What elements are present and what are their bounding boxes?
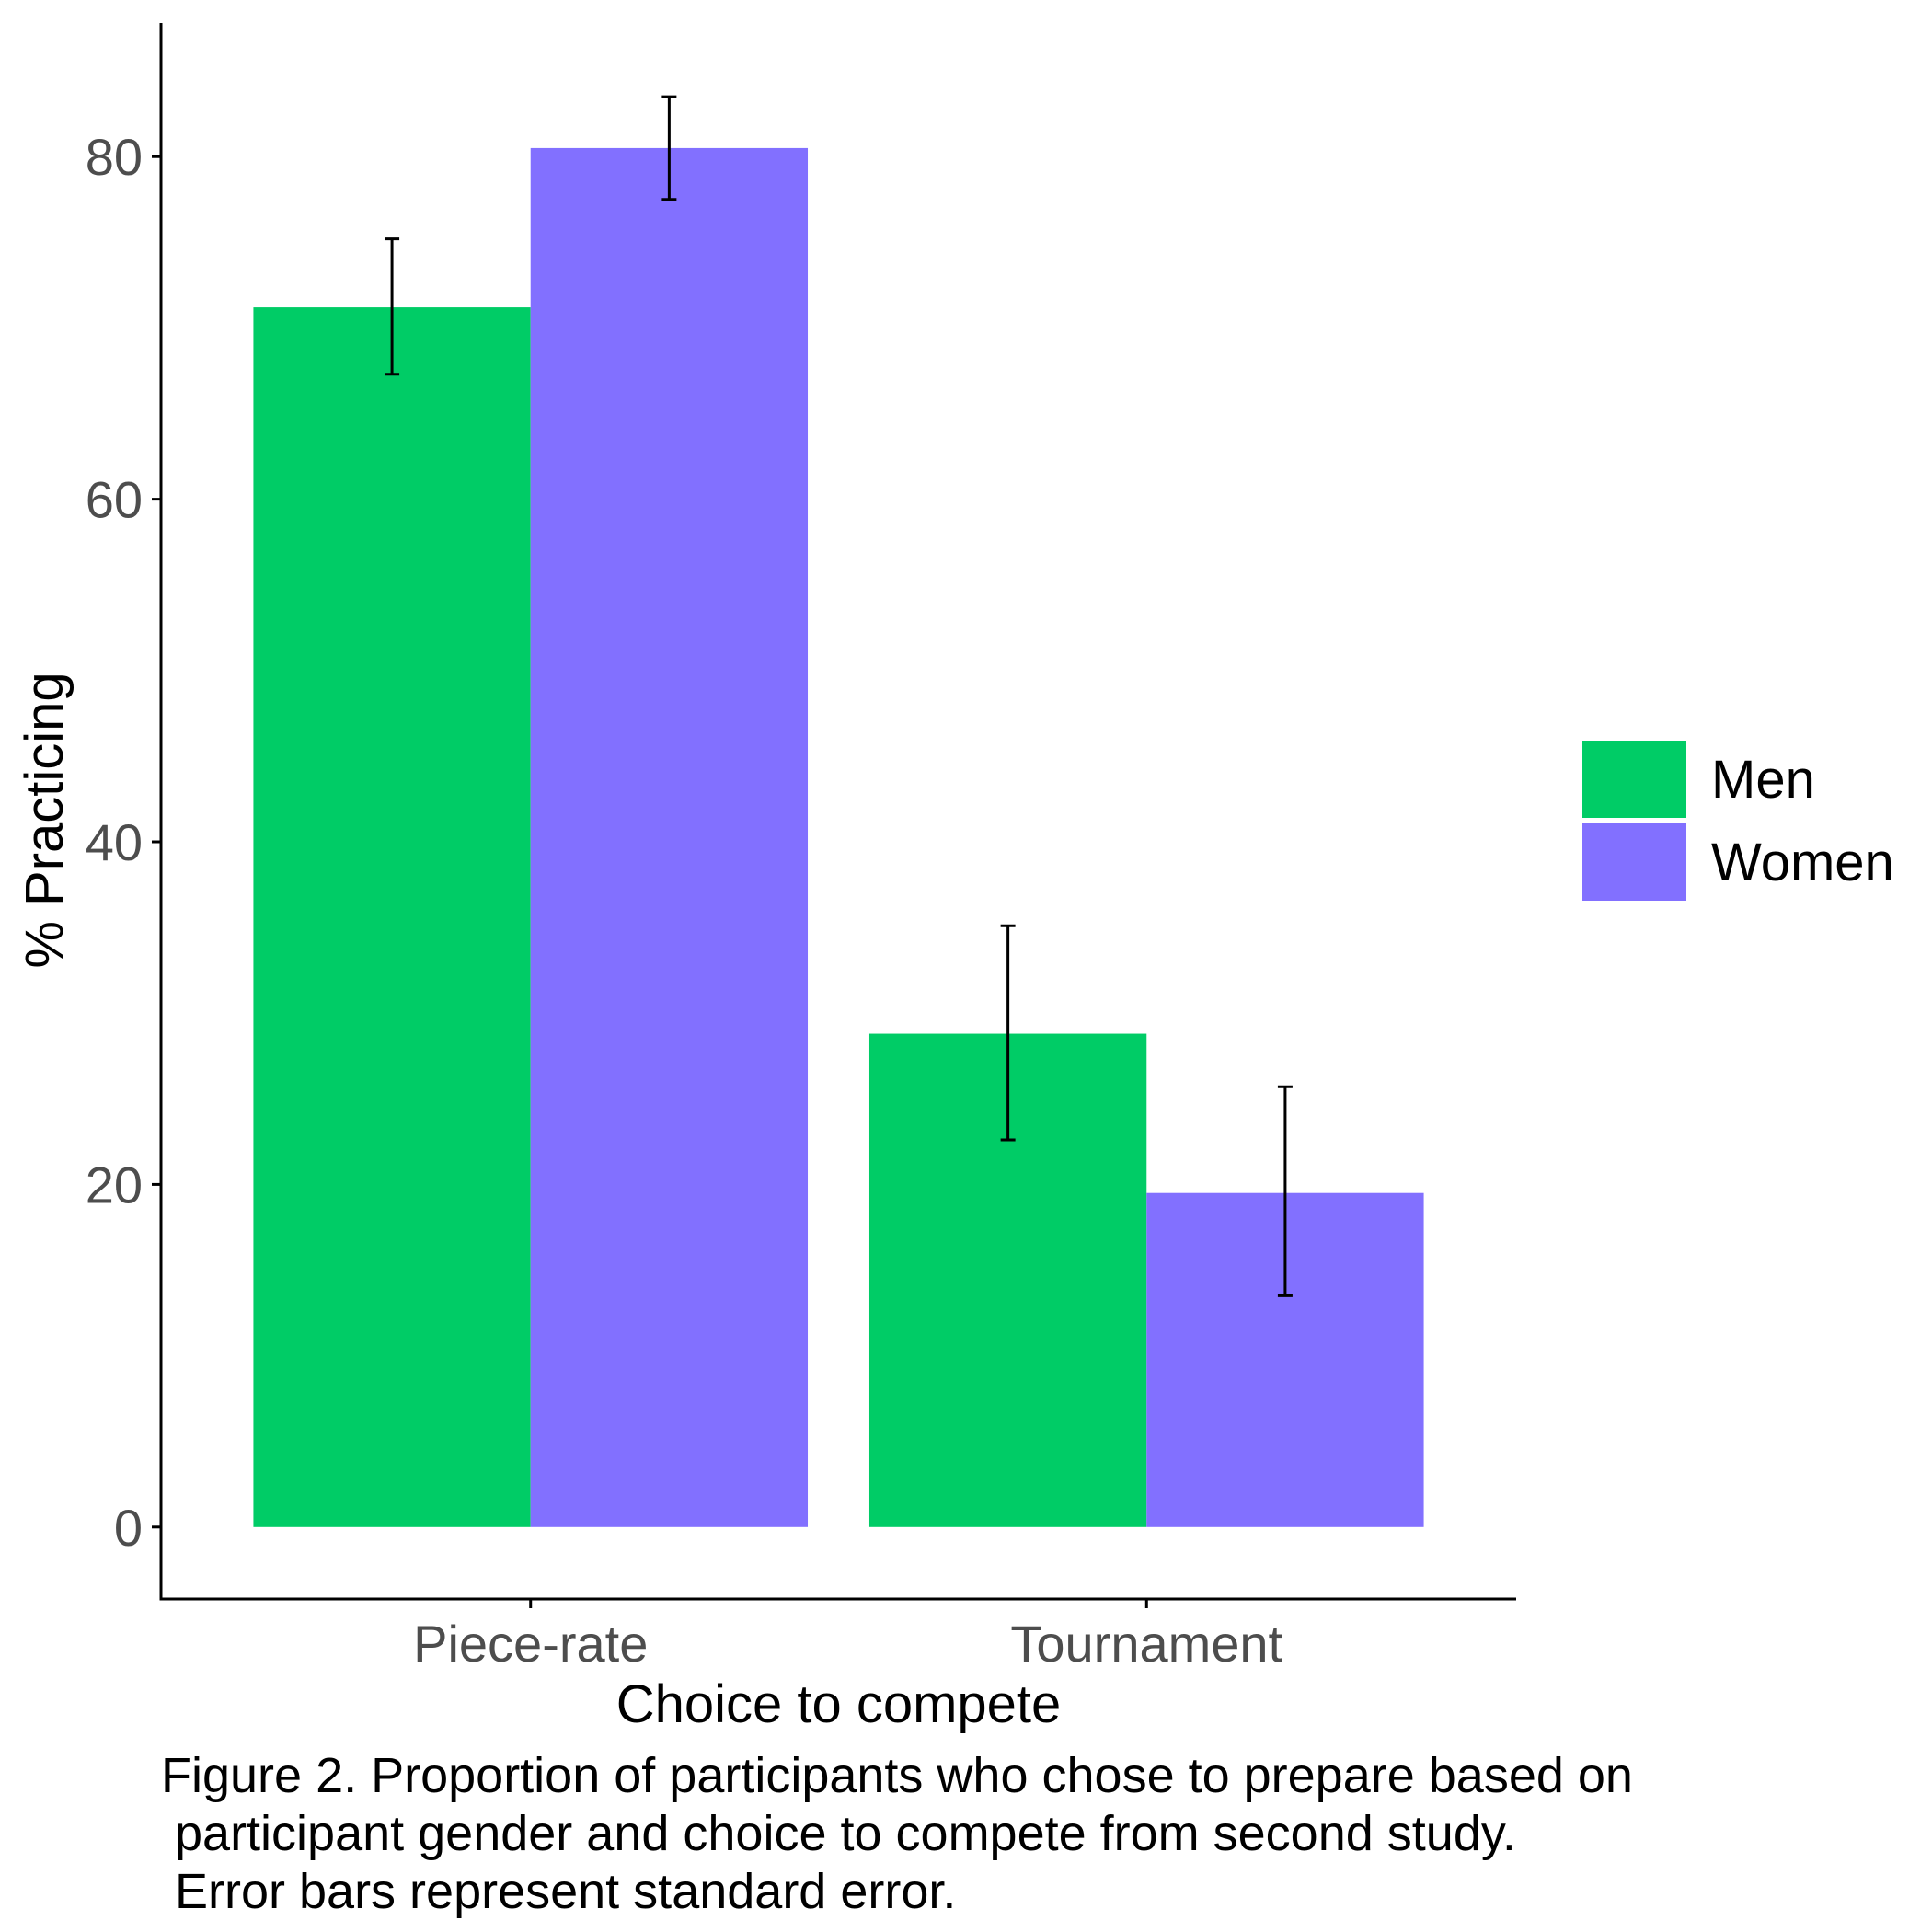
axes-layer [159,23,1516,1601]
y-ticks: 0 20 40 60 80 [86,128,161,1557]
y-tick-label: 20 [86,1156,143,1213]
x-axis-title: Choice to compete [616,1674,1062,1734]
caption-line-3: Error bars represent standard error. [161,1864,956,1919]
y-tick-label: 80 [86,128,143,186]
legend-label-women: Women [1711,833,1894,892]
y-tick-label: 0 [114,1499,143,1557]
caption-line-1: Figure 2. Proportion of participants who… [161,1748,1633,1803]
legend-key-men [1582,741,1686,818]
legend: Men Women [1582,741,1894,901]
bar-women-piece-rate [530,147,809,1527]
error-bar-women-tournament [1277,1085,1293,1297]
bars-layer [253,147,1424,1527]
error-bar-men-tournament [1000,924,1016,1142]
error-bars-layer [385,95,1293,1297]
error-bar-women-piece-rate [661,95,677,201]
error-bar-men-piece-rate [385,237,400,376]
y-tick-label: 60 [86,471,143,529]
figure-caption: Figure 2. Proportion of participants who… [161,1748,1633,1919]
legend-key-women [1582,823,1686,901]
y-tick-label: 40 [86,813,143,871]
caption-line-2: participant gender and choice to compete… [161,1806,1516,1861]
bar-men-piece-rate [253,307,531,1527]
y-axis-title: % Practicing [15,672,75,968]
legend-label-men: Men [1711,750,1815,810]
x-tick-label: Tournament [1010,1615,1282,1673]
x-tick-label: Piece-rate [413,1615,648,1673]
x-ticks: Piece-rate Tournament [413,1599,1283,1673]
